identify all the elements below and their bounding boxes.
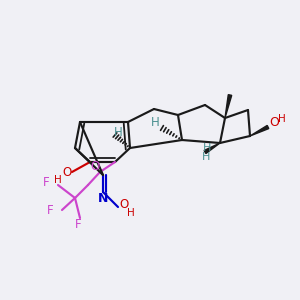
Text: F: F [47, 203, 54, 217]
Text: N: N [98, 191, 108, 205]
Text: H: H [202, 152, 210, 162]
Text: O: O [90, 160, 100, 173]
Polygon shape [225, 94, 232, 118]
Text: F: F [44, 176, 50, 190]
Polygon shape [204, 143, 220, 154]
Text: H: H [278, 114, 286, 124]
Text: H: H [151, 116, 159, 130]
Text: H: H [114, 125, 122, 139]
Polygon shape [250, 125, 269, 136]
Text: H: H [127, 208, 135, 218]
Text: F: F [75, 218, 81, 230]
Text: O: O [62, 166, 72, 178]
Text: H: H [203, 143, 211, 153]
Text: H: H [54, 175, 62, 185]
Text: O: O [269, 116, 279, 130]
Text: O: O [119, 199, 129, 212]
